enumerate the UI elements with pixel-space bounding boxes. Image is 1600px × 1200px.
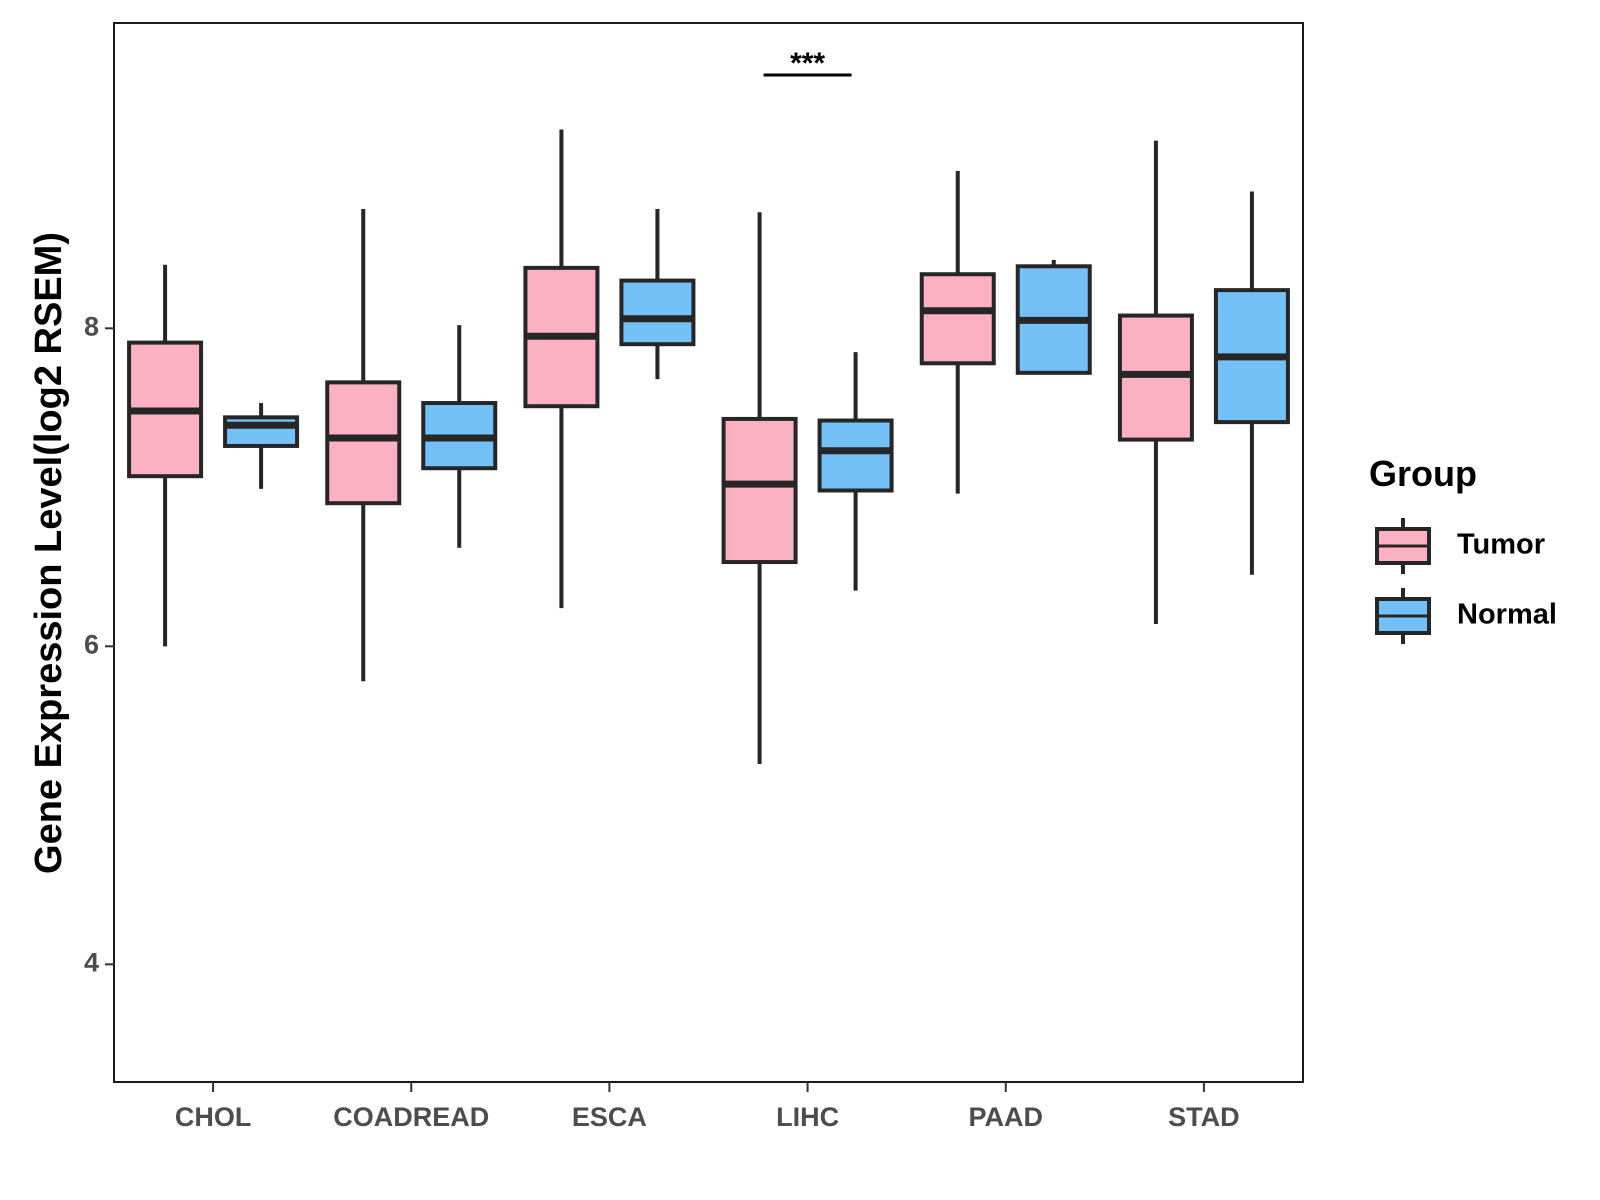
x-tick-label-lihc: LIHC <box>776 1102 839 1132</box>
y-tick-label-8: 8 <box>84 311 99 341</box>
x-tick-label-stad: STAD <box>1168 1102 1240 1132</box>
box-group-lihc <box>721 212 894 764</box>
box-tumor-lihc <box>721 416 798 565</box>
chart-axes: 4 6 8 CHOL COADREAD ESCA LIHC PAAD STAD <box>84 311 1240 1132</box>
box-normal-chol <box>223 415 300 448</box>
chart-marks: *** <box>127 47 1290 764</box>
box-group-paad <box>919 170 1092 494</box>
box-normal-lihc <box>817 418 894 493</box>
y-tick-label-6: 6 <box>84 629 99 659</box>
legend-title: Group <box>1369 453 1477 494</box>
significance-label-lihc: *** <box>790 47 825 80</box>
plot-panel <box>113 22 1304 1083</box>
y-tick-label-4: 4 <box>84 947 99 977</box>
legend: Group Tumor Normal <box>1369 453 1557 644</box>
box-group-esca <box>523 129 696 609</box>
box-group-chol <box>127 264 300 647</box>
box-normal-esca <box>619 278 696 347</box>
y-axis-title: Gene Expression Level(log2 RSEM) <box>28 232 70 874</box>
box-tumor-paad <box>919 272 996 366</box>
box-group-stad <box>1117 140 1290 625</box>
box-group-coadread <box>325 209 498 682</box>
x-tick-label-esca: ESCA <box>572 1102 647 1132</box>
legend-label-normal: Normal <box>1457 599 1557 631</box>
legend-label-tumor: Tumor <box>1457 529 1545 561</box>
box-tumor-coadread <box>325 380 402 506</box>
x-tick-label-paad: PAAD <box>968 1102 1043 1132</box>
x-tick-label-coadread: COADREAD <box>333 1102 489 1132</box>
x-tick-label-chol: CHOL <box>175 1102 252 1132</box>
